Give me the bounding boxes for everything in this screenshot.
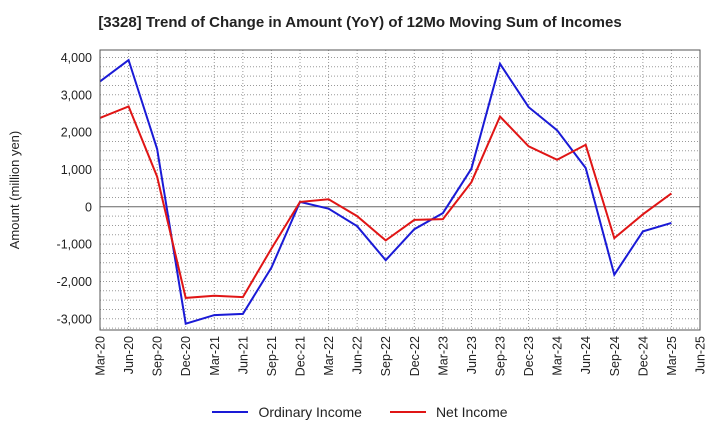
y-tick-label: -1,000 — [57, 238, 92, 252]
legend-label-ordinary-income: Ordinary Income — [258, 404, 362, 420]
series-lines — [99, 58, 672, 325]
chart-title: [3328] Trend of Change in Amount (YoY) o… — [98, 14, 622, 31]
x-tick-label: Sep-20 — [151, 336, 165, 376]
y-tick-label: -2,000 — [57, 275, 92, 289]
x-tick-label: Dec-20 — [179, 336, 193, 376]
x-tick-label: Jun-25 — [694, 336, 708, 374]
x-tick-label: Mar-22 — [322, 336, 336, 376]
x-tick-label: Mar-24 — [551, 336, 565, 376]
x-tick-label: Sep-22 — [379, 336, 393, 376]
series-line-ordinary-income — [99, 58, 672, 325]
y-tick-label: 0 — [85, 200, 92, 214]
x-tick-label: Jun-21 — [236, 336, 250, 374]
x-tick-label: Jun-22 — [351, 336, 365, 374]
x-tick-label: Jun-20 — [122, 336, 136, 374]
y-tick-label: 1,000 — [61, 163, 92, 177]
legend-label-net-income: Net Income — [435, 404, 508, 420]
x-tick-label: Dec-24 — [636, 336, 650, 376]
x-tick-label: Dec-21 — [294, 336, 308, 376]
x-tick-label: Mar-21 — [208, 336, 222, 376]
x-tick-label: Sep-21 — [265, 336, 279, 376]
y-tick-label: 4,000 — [61, 51, 92, 65]
y-tick-label: 3,000 — [61, 88, 92, 102]
x-tick-labels: Mar-20 Jun-20 Sep-20 Dec-20 Mar-21 Jun-21 Sep-… — [94, 336, 708, 376]
legend: Ordinary Income Net Income — [0, 404, 720, 420]
y-tick-labels: -3,000 -2,000 -1,000 0 1,000 2,000 3,000 4,000 — [57, 51, 93, 326]
legend-swatch-ordinary-income — [212, 411, 249, 413]
x-tick-label: Mar-20 — [94, 336, 108, 376]
x-tick-label: Jun-23 — [465, 336, 479, 374]
legend-item-net-income: Net Income — [389, 404, 508, 420]
x-tick-label: Sep-23 — [494, 336, 508, 376]
x-tick-label: Jun-24 — [579, 336, 593, 374]
x-tick-label: Mar-25 — [665, 336, 679, 376]
grid-lines — [99, 50, 701, 330]
x-tick-label: Dec-22 — [408, 336, 422, 376]
plot-frame — [99, 49, 701, 331]
x-tick-label: Dec-23 — [522, 336, 536, 376]
y-tick-label: -3,000 — [57, 312, 92, 326]
y-tick-label: 2,000 — [61, 126, 92, 140]
legend-swatch-net-income — [389, 411, 426, 413]
legend-item-ordinary-income: Ordinary Income — [212, 404, 362, 420]
x-tick-label: Sep-24 — [608, 336, 622, 376]
y-axis-label: Amount (million yen) — [7, 131, 22, 250]
series-line-net-income — [99, 105, 672, 299]
x-tick-label: Mar-23 — [436, 336, 450, 376]
